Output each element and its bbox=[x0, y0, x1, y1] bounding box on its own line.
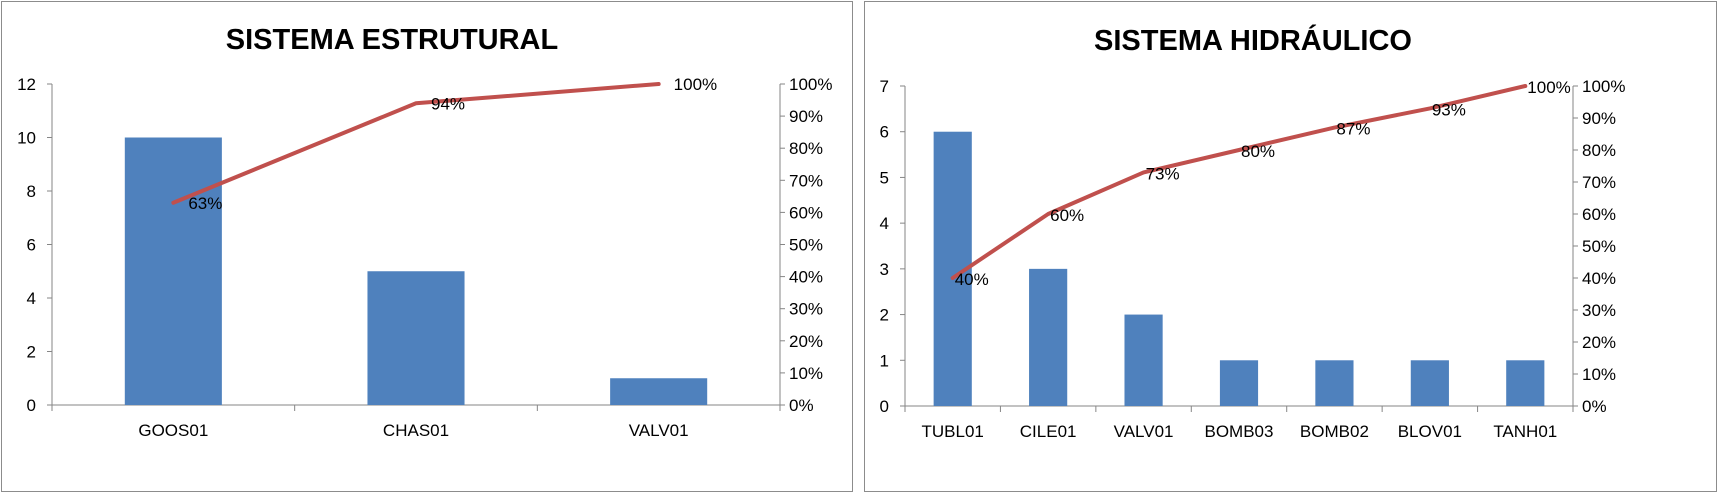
y2-tick-label: 40% bbox=[789, 268, 823, 287]
bar bbox=[1219, 360, 1259, 406]
y2-tick-label: 80% bbox=[789, 139, 823, 158]
y2-tick-label: 80% bbox=[1582, 141, 1616, 160]
x-tick-label: BLOV01 bbox=[1398, 422, 1462, 441]
cumulative-label: 80% bbox=[1241, 142, 1275, 161]
y-tick-label: 6 bbox=[880, 123, 889, 142]
y2-tick-label: 100% bbox=[789, 75, 832, 94]
cumulative-line bbox=[171, 82, 661, 205]
y-tick-label: 7 bbox=[880, 77, 889, 96]
chart-title: SISTEMA ESTRUTURAL bbox=[226, 24, 558, 56]
y-tick-label: 5 bbox=[880, 168, 889, 187]
bar bbox=[124, 137, 222, 405]
y2-tick-label: 100% bbox=[1582, 77, 1625, 96]
bar bbox=[1410, 360, 1449, 406]
cumulative-label: 60% bbox=[1050, 206, 1084, 225]
bar bbox=[1315, 360, 1354, 406]
y-tick-label: 12 bbox=[17, 75, 36, 94]
x-tick-label: CILE01 bbox=[1020, 422, 1077, 441]
x-tick-label: VALV01 bbox=[629, 421, 689, 440]
chart-panel-estrutural: SISTEMA ESTRUTURAL 0 2 4 6 8 10 12 0% 10% 20% 30% 40… bbox=[1, 1, 853, 492]
y2-tick-label: 50% bbox=[789, 236, 823, 255]
y2-tick-label: 60% bbox=[1582, 205, 1616, 224]
x-tick-label: BOMB02 bbox=[1300, 422, 1369, 441]
cumulative-line bbox=[950, 84, 1528, 280]
y-tick-label: 4 bbox=[27, 289, 36, 308]
chart-panel-hidraulico: SISTEMA HIDRÁULICO 0 1 2 3 4 5 6 7 0% 10% 20% 30% 40%… bbox=[864, 1, 1717, 492]
y2-tick-label: 0% bbox=[1582, 397, 1607, 416]
y2-tick-label: 10% bbox=[789, 364, 823, 383]
bar bbox=[367, 271, 465, 405]
y2-tick-label: 20% bbox=[1582, 333, 1616, 352]
y-tick-label: 2 bbox=[27, 343, 36, 362]
y2-tick-label: 50% bbox=[1582, 237, 1616, 256]
cumulative-label: 94% bbox=[431, 94, 465, 113]
y-tick-label: 8 bbox=[27, 182, 36, 201]
x-tick-label: VALV01 bbox=[1114, 422, 1174, 441]
cumulative-label: 63% bbox=[188, 194, 222, 213]
x-tick-label: TANH01 bbox=[1493, 422, 1557, 441]
y-tick-label: 2 bbox=[880, 306, 889, 325]
y2-tick-label: 70% bbox=[789, 171, 823, 190]
y2-tick-label: 90% bbox=[789, 107, 823, 126]
y-tick-label: 3 bbox=[880, 260, 889, 279]
x-tick-label: CHAS01 bbox=[383, 421, 449, 440]
y2-tick-label: 10% bbox=[1582, 365, 1616, 384]
y2-tick-label: 30% bbox=[789, 300, 823, 319]
cumulative-label: 100% bbox=[674, 75, 717, 94]
cumulative-label: 73% bbox=[1146, 164, 1180, 183]
cumulative-label: 100% bbox=[1527, 78, 1570, 97]
bar bbox=[1506, 360, 1545, 406]
bar bbox=[610, 378, 708, 405]
y-tick-label: 6 bbox=[27, 236, 36, 255]
y2-tick-label: 90% bbox=[1582, 109, 1616, 128]
bar bbox=[1124, 314, 1163, 406]
y2-tick-label: 30% bbox=[1582, 301, 1616, 320]
x-tick-label: TUBL01 bbox=[922, 422, 984, 441]
y2-tick-label: 70% bbox=[1582, 173, 1616, 192]
chart-title: SISTEMA HIDRÁULICO bbox=[1094, 23, 1412, 57]
y2-tick-label: 0% bbox=[789, 396, 814, 415]
cumulative-label: 40% bbox=[955, 270, 989, 289]
bar bbox=[1029, 268, 1068, 406]
x-tick-label: BOMB03 bbox=[1205, 422, 1274, 441]
pareto-chart-estrutural: SISTEMA ESTRUTURAL 0 2 4 6 8 10 12 0% 10% 20% 30% 40… bbox=[17, 24, 832, 440]
cumulative-label: 87% bbox=[1336, 120, 1370, 139]
x-tick-label: GOOS01 bbox=[138, 421, 208, 440]
y2-tick-label: 20% bbox=[789, 332, 823, 351]
pareto-chart-hidraulico: SISTEMA HIDRÁULICO012345670%10%20%30%40%… bbox=[880, 23, 1626, 441]
y-tick-label: 4 bbox=[880, 214, 889, 233]
y-tick-label: 0 bbox=[27, 396, 36, 415]
y2-tick-label: 40% bbox=[1582, 269, 1616, 288]
cumulative-label: 93% bbox=[1432, 100, 1466, 119]
y-tick-label: 0 bbox=[880, 397, 889, 416]
y2-tick-label: 60% bbox=[789, 203, 823, 222]
y-tick-label: 10 bbox=[17, 129, 36, 148]
y-tick-label: 1 bbox=[880, 351, 889, 370]
